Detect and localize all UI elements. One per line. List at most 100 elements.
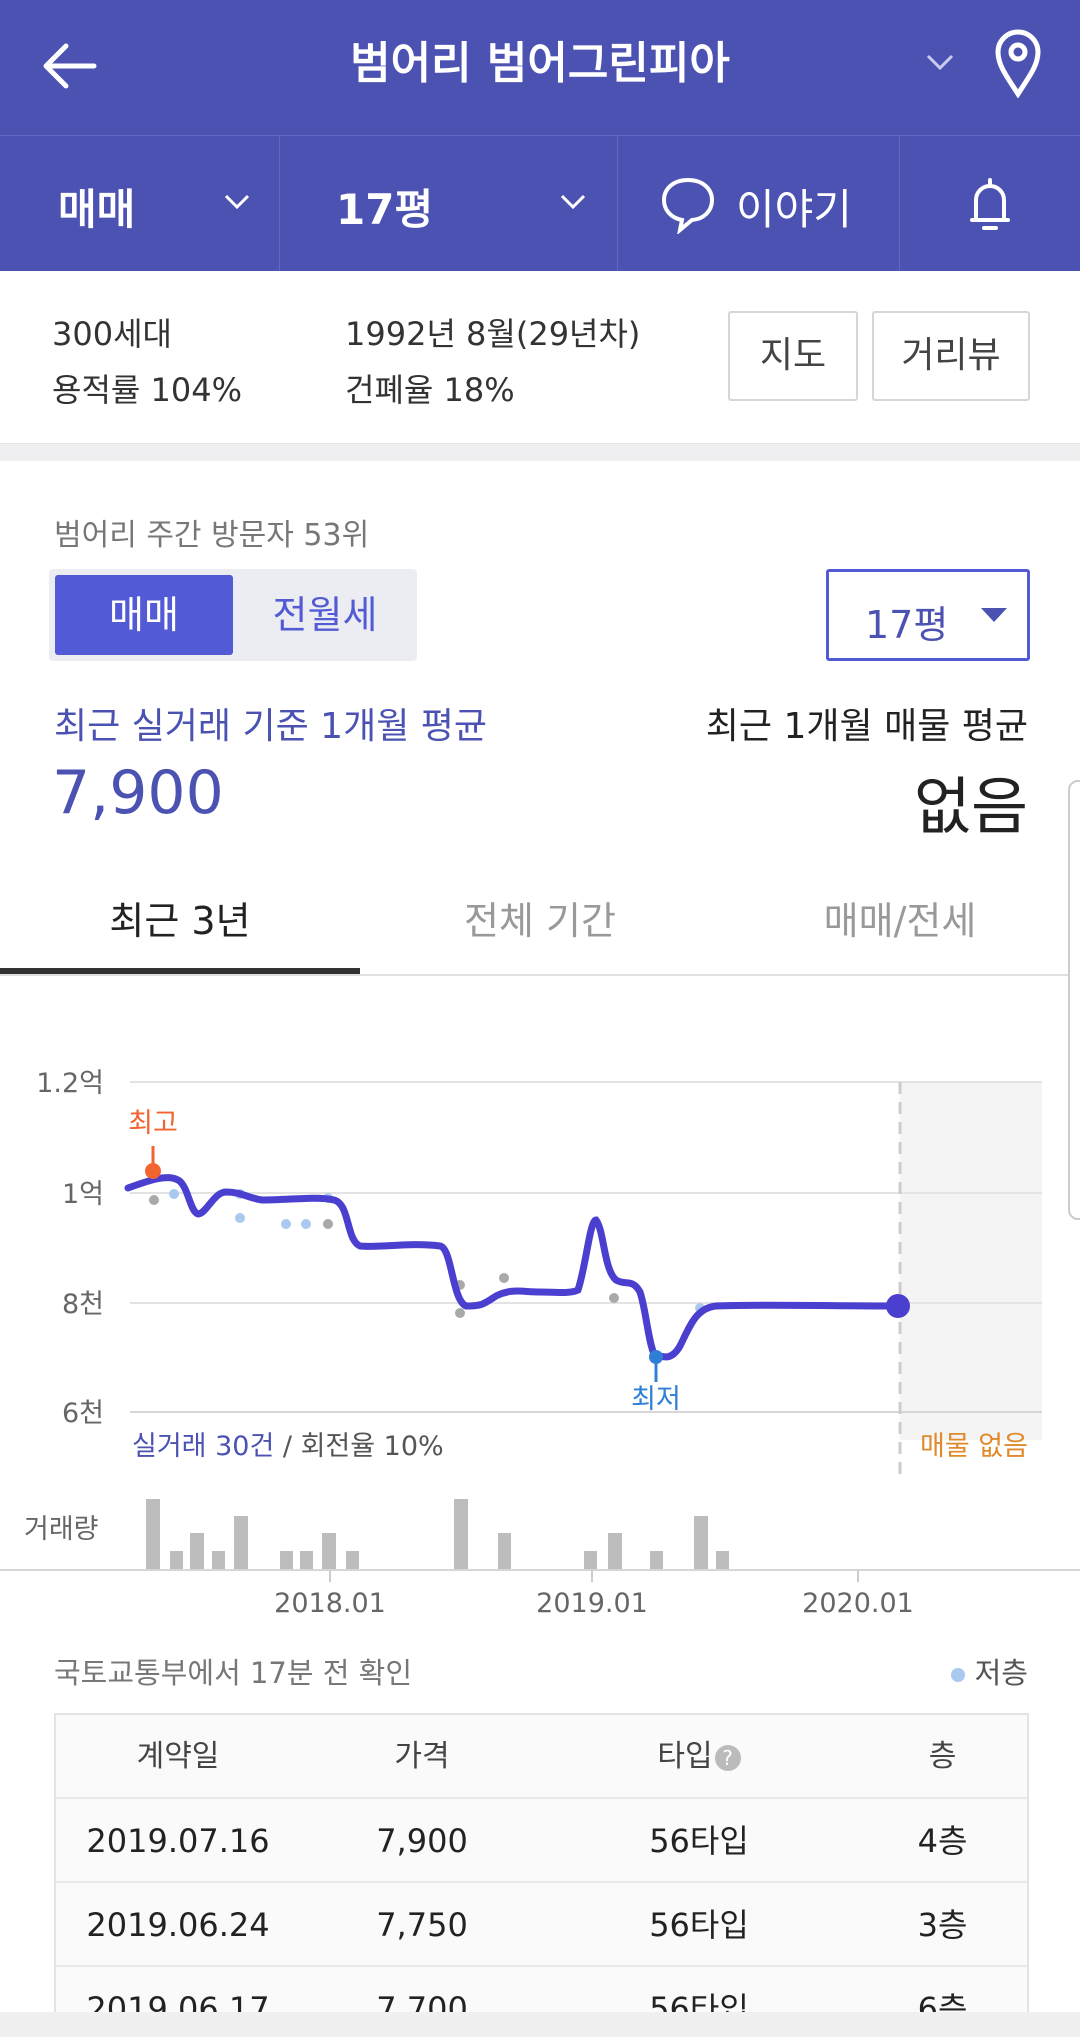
map-button[interactable]: 지도 [728,311,858,401]
active-tab-indicator [0,968,360,974]
volume-bar [280,1551,293,1570]
col-price: 가격 [394,1739,450,1774]
volume-bar [584,1551,597,1570]
households: 300세대 [52,315,172,353]
listing-avg-value: 없음 [913,770,1028,843]
volume-bar [234,1516,248,1570]
size-select[interactable]: 17평 [826,569,1030,661]
legend-low-label: 저층 [974,1656,1028,1690]
cell-date: 2019.07.16 [86,1822,270,1860]
volume-bar [146,1499,160,1570]
trade-table: 계약일 가격 타입? 층 2019.07.16 7,900 56타입 4층 20… [54,1713,1029,2029]
trade-point [455,1308,465,1318]
chevron-down-icon [560,194,586,210]
volume-bar [498,1533,511,1570]
y-tick-label: 1.2억 [36,1068,104,1099]
volume-label: 거래량 [24,1514,99,1545]
built-year: 1992년 8월(29년차) [345,315,641,353]
tab-trade-jeonse[interactable]: 매매/전세 [823,899,977,943]
no-listing-label: 매물 없음 [920,1431,1028,1462]
story-button[interactable]: 이야기 [618,136,900,272]
size-label: 17평 [336,185,434,234]
divider [0,443,1080,461]
volume-bar [322,1533,336,1570]
trade-point [499,1273,509,1283]
volume-bar [608,1533,622,1570]
volume-bar [454,1499,468,1570]
cell-floor: 3층 [917,1906,968,1944]
size-select-value: 17평 [865,603,949,647]
trade-point [609,1293,619,1303]
y-tick-label: 6천 [62,1398,104,1429]
floor-area-ratio: 용적률 104% [52,371,242,409]
high-marker [145,1163,161,1179]
period-tabs: 최근 3년 전체 기간 매매/전세 [0,870,1080,976]
help-icon[interactable]: ? [714,1744,741,1771]
chevron-down-icon [224,194,250,210]
x-tick-label: 2019.01 [536,1588,648,1619]
trade-points [149,1189,705,1318]
segment-rent[interactable]: 전월세 [272,593,378,637]
low-marker [649,1350,663,1364]
story-label: 이야기 [736,185,852,234]
complex-info: 300세대 1992년 8월(29년차) 용적률 104% 건폐율 18% 지도… [0,271,1080,443]
page-title[interactable]: 범어리 범어그린피아 [350,38,730,89]
trade-point [235,1213,245,1223]
alert-button[interactable] [900,136,1080,272]
chevron-down-icon[interactable] [920,42,960,82]
y-tick-label: 1억 [62,1179,104,1210]
volume-bar [170,1551,183,1570]
cell-price: 7,900 [376,1822,468,1860]
col-floor: 층 [928,1739,957,1774]
map-pin-icon[interactable] [990,26,1046,98]
bottom-edge [0,2012,1080,2037]
volume-bar [300,1551,313,1570]
tab-recent-3y[interactable]: 최근 3년 [109,899,251,943]
low-label: 최저 [631,1384,681,1415]
table-row[interactable]: 2019.07.16 7,900 56타입 4층 [56,1799,1027,1883]
listing-avg-label: 최근 1개월 매물 평균 [705,706,1028,747]
table-header: 계약일 가격 타입? 층 [56,1715,1027,1799]
cell-type: 56타입 [649,1906,749,1944]
speech-bubble-icon [661,177,715,234]
tab-all-period[interactable]: 전체 기간 [464,899,616,943]
cell-date: 2019.06.24 [86,1906,270,1944]
street-view-button[interactable]: 거리뷰 [872,311,1030,401]
volume-bar [212,1551,225,1570]
trade-point [169,1189,179,1199]
arrow-left-icon[interactable] [38,34,102,98]
data-source: 국토교통부에서 17분 전 확인 [54,1656,413,1690]
legend-dot [950,1668,965,1682]
size-dropdown[interactable]: 17평 [280,136,618,272]
segment-trade[interactable]: 매매 [55,575,233,655]
price-chart-svg: 1.2억 1억 8천 6천 최고 최저 [0,1068,1080,1582]
y-tick-label: 8천 [62,1289,104,1320]
current-price-point [886,1294,910,1318]
high-label: 최고 [128,1108,178,1139]
filter-bar: 매매 17평 이야기 [0,135,1080,272]
visitor-rank: 범어리 주간 방문자 53위 [54,518,370,553]
app-header: 범어리 범어그린피아 [0,0,1080,135]
avg-label: 최근 실거래 기준 1개월 평균 [54,706,487,747]
price-line [124,1174,904,1361]
table-row[interactable]: 2019.06.24 7,750 56타입 3층 [56,1883,1027,1967]
bell-icon [970,178,1010,230]
avg-value: 7,900 [52,758,224,828]
volume-bar [694,1516,708,1570]
trade-summary: 실거래 30건 / 회전율 10% [132,1431,444,1462]
trade-point [301,1219,311,1229]
trade-segment: 매매 전월세 [49,569,417,661]
trade-point [323,1219,333,1229]
volume-bar [650,1551,663,1570]
col-type: 타입? [544,1715,854,1799]
volume-bar [190,1533,204,1570]
volume-bars [146,1499,729,1570]
price-chart[interactable]: 1.2억 1억 8천 6천 최고 최저 [0,1030,1080,1619]
trade-type-dropdown[interactable]: 매매 [0,136,280,272]
x-tick-label: 2018.01 [274,1588,386,1619]
scroll-handle[interactable] [1068,780,1080,1220]
trade-type-label: 매매 [58,185,136,234]
volume-bar [346,1551,359,1570]
x-tick-label: 2020.01 [802,1588,914,1619]
cell-type: 56타입 [649,1822,749,1860]
